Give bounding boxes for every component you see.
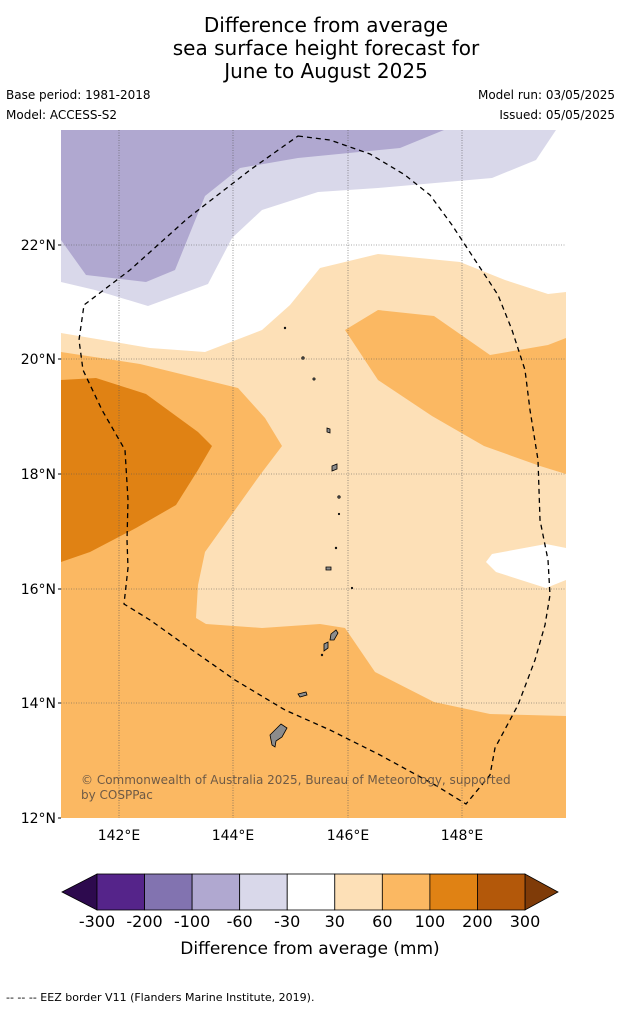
- lon-tick-142: 142°E: [98, 828, 141, 844]
- lon-ticks: 142°E 144°E 146°E 148°E: [98, 828, 484, 844]
- colorbar-label: -100: [174, 912, 210, 931]
- eez-note: -- -- -- EEZ border V11 (Flanders Marine…: [6, 991, 315, 1004]
- lon-tick-146: 146°E: [327, 828, 370, 844]
- colorbar-label: -300: [79, 912, 115, 931]
- colorbar-title: Difference from average (mm): [180, 939, 439, 959]
- lon-tick-144: 144°E: [212, 828, 255, 844]
- colorbar-label: 300: [510, 912, 541, 931]
- model-run-date: Model run: 03/05/2025: [477, 88, 615, 102]
- colorbar-label: 200: [462, 912, 493, 931]
- colorbar-label: 60: [372, 912, 392, 931]
- colorbar-bin: [286, 873, 336, 911]
- colorbar-bin: [429, 873, 478, 911]
- lon-tick-148: 148°E: [441, 828, 484, 844]
- lat-tick-18: 18°N: [21, 467, 56, 483]
- lat-ticks: 22°N 20°N 18°N 16°N 14°N 12°N: [21, 238, 56, 827]
- colorbar-bin: [334, 873, 383, 911]
- band-minus-100-60: [61, 130, 444, 282]
- lat-tick-20: 20°N: [21, 352, 56, 368]
- eez-border: [78, 135, 551, 805]
- colorbar-label: 30: [325, 912, 345, 931]
- lat-tick-14: 14°N: [21, 696, 56, 712]
- copyright-line-2: by COSPPac: [81, 788, 153, 802]
- colorbar-bin: [239, 873, 288, 911]
- lat-tick-12: 12°N: [21, 811, 56, 827]
- colorbar-extend-high: [524, 873, 559, 911]
- colorbar-bin: [381, 873, 431, 911]
- colorbar: -300 -200 -100 -60 -30 30 60 100 200 300: [61, 873, 559, 931]
- lat-tick-16: 16°N: [21, 582, 56, 598]
- colorbar-label: -200: [126, 912, 162, 931]
- map-title: Difference from average sea surface heig…: [0, 14, 621, 83]
- lat-tick-22: 22°N: [21, 238, 56, 254]
- colorbar-bin: [144, 873, 193, 911]
- colorbar-bin: [477, 873, 526, 911]
- title-line-1: Difference from average: [203, 13, 449, 37]
- colorbar-bin: [191, 873, 241, 911]
- title-line-2: sea surface height forecast for: [172, 36, 480, 60]
- title-line-3: June to August 2025: [224, 59, 428, 83]
- gridlines: [61, 130, 566, 818]
- colorbar-extend-low: [61, 873, 98, 911]
- base-period: Base period: 1981-2018: [6, 88, 151, 102]
- band-neutral-east: [486, 544, 566, 588]
- model-name: Model: ACCESS-S2: [6, 108, 118, 122]
- colorbar-label: 100: [415, 912, 446, 931]
- copyright-line-1: © Commonwealth of Australia 2025, Bureau…: [81, 773, 511, 787]
- colorbar-bin: [96, 873, 145, 911]
- band-100-200: [61, 378, 212, 562]
- band-60-100-east: [345, 310, 566, 474]
- islands: [269, 326, 354, 748]
- colorbar-label: -30: [274, 912, 300, 931]
- issued-date: Issued: 05/05/2025: [499, 108, 615, 122]
- colorbar-label: -60: [227, 912, 253, 931]
- lat-tick-marks: [58, 244, 61, 819]
